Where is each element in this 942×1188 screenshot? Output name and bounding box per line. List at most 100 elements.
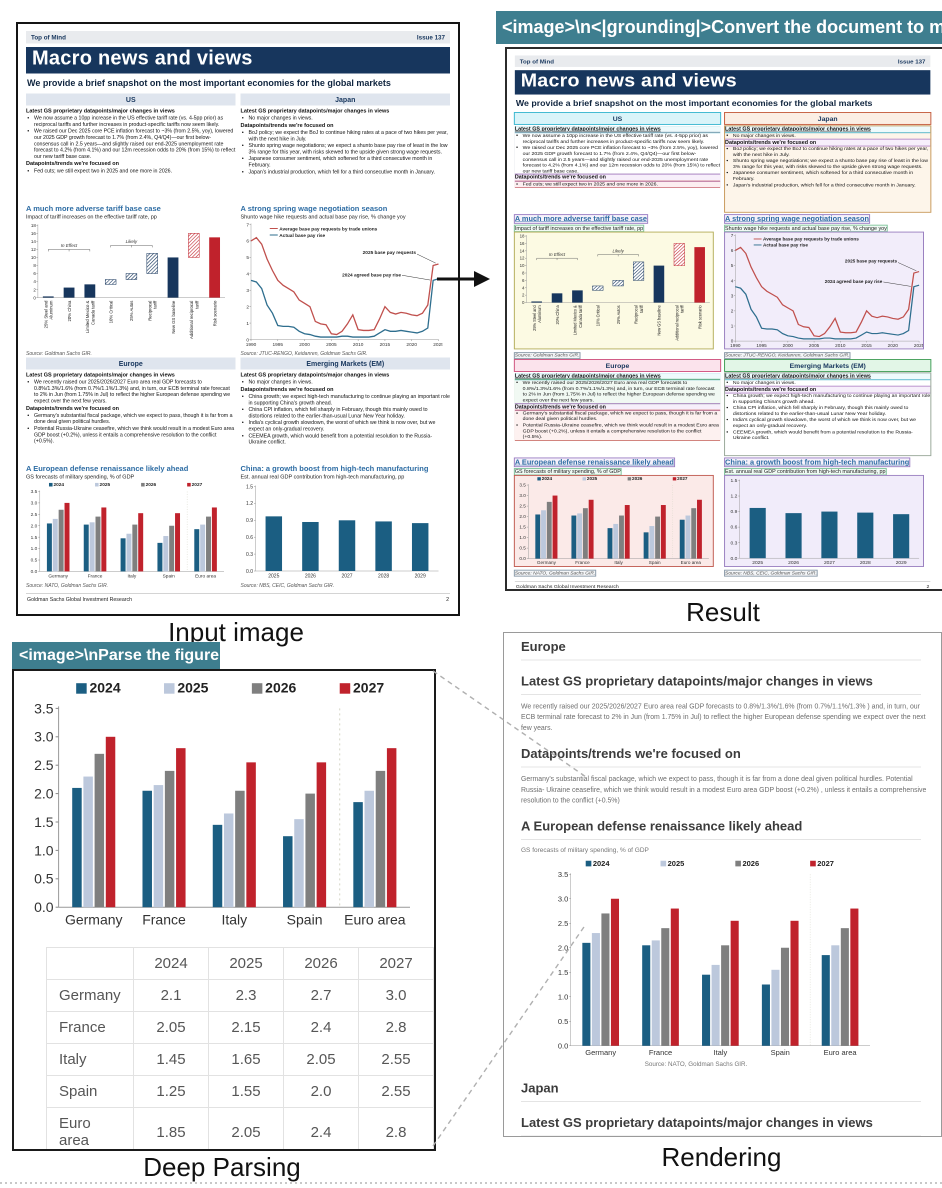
svg-text:1: 1 [246, 321, 249, 327]
chart-title: A much more adverse tariff base case [513, 214, 648, 224]
svg-text:2.5: 2.5 [34, 757, 54, 773]
chart-source: Source: NATO, Goldman Sachs GIR. [644, 1060, 748, 1068]
rendered-chart-defense: 0.0 0.5 1.0 1.5 2.0 2.5 3.0 3.5 2024 2025 2026 2027… [549, 859, 941, 1059]
rendered-markdown: Europe Latest GS proprietary datapoints/m… [504, 633, 941, 1136]
svg-text:3.0: 3.0 [519, 493, 526, 498]
svg-text:2028: 2028 [860, 560, 871, 566]
bullet-item: Fed cuts; we still expect two in 2025 an… [523, 181, 720, 187]
deep-parsing-panel: 0.0 0.5 1.0 1.5 2.0 2.5 3.0 3.5 2024 2025 2026 2027… [12, 669, 436, 1151]
chart-source: Source: NBS, CEIC, Goldman Sachs GIR. [240, 583, 335, 589]
markdown-heading: Europe [521, 639, 921, 661]
svg-text:2010: 2010 [353, 342, 364, 348]
chart-block-defense: A European defense renaissance likely ah… [26, 465, 236, 589]
svg-text:20% China: 20% China [555, 305, 560, 325]
svg-text:1.0: 1.0 [558, 993, 568, 1002]
table-cell: 2.4 [283, 1011, 359, 1044]
svg-text:2025: 2025 [177, 680, 208, 696]
datapoints-heading: Latest GS proprietary datapoints/major c… [26, 372, 175, 378]
datapoints-heading: Latest GS proprietary datapoints/major c… [514, 373, 721, 381]
svg-text:2026: 2026 [632, 476, 643, 481]
svg-text:2000: 2000 [299, 342, 310, 348]
table-cell: 2.3 [208, 979, 284, 1012]
svg-text:2015: 2015 [861, 343, 872, 348]
datapoints-heading: Latest GS proprietary datapoints/major c… [725, 373, 931, 381]
svg-text:Additional reciprocal: Additional reciprocal [189, 301, 194, 339]
markdown-paragraph: We recently raised our 2025/2026/2027 Eu… [521, 702, 926, 732]
masthead-issue: Issue 137 [897, 58, 926, 65]
svg-text:2027: 2027 [192, 482, 203, 488]
svg-text:2028: 2028 [378, 574, 389, 580]
result-caption: Result [686, 597, 760, 627]
svg-text:New GS baseline: New GS baseline [657, 305, 662, 336]
focus-heading: Datapoints/trends we're focused on [26, 405, 119, 412]
chart-subtitle: GS forecasts of military spending, % of … [513, 468, 622, 476]
svg-text:2025: 2025 [668, 859, 685, 868]
svg-text:14: 14 [31, 239, 37, 244]
doc-section-us: US Latest GS proprietary datapoints/major… [513, 112, 722, 360]
bullet-item: India's cyclical growth slowdown, the wo… [249, 420, 451, 433]
defense-spending-chart: 0.0 0.5 1.0 1.5 2.0 2.5 3.0 3.5 2024 2025 2026 2027… [31, 482, 224, 579]
svg-text:Average base pay requests by t: Average base pay requests by trade union… [279, 226, 377, 232]
markdown-heading: Japan [521, 1081, 921, 1103]
chart-source: Source: Goldman Sachs GIR. [513, 352, 581, 360]
svg-text:2026: 2026 [788, 560, 799, 566]
bullet-list: Fed cuts; we still expect two in 2025 an… [26, 168, 236, 174]
svg-text:3.0: 3.0 [34, 729, 54, 745]
markdown-paragraph: Germany's substantial fiscal package, wh… [521, 775, 927, 804]
chart-block-tariff: A much more adverse tariff base caseImpa… [513, 212, 720, 360]
svg-text:In Effect: In Effect [61, 243, 78, 248]
doc-footer: Goldman Sachs Global Investment Research… [514, 581, 931, 589]
svg-text:2027: 2027 [353, 680, 384, 696]
table-cell: 2.05 [208, 1107, 284, 1149]
markdown-heading: Latest GS proprietary datapoints/major c… [521, 674, 921, 695]
svg-text:10% Critical: 10% Critical [595, 305, 600, 326]
bullet-list: China growth; we expect high-tech manufa… [241, 393, 451, 445]
chart-source: Source: NATO, Goldman Sachs GIR. [26, 583, 109, 589]
svg-text:0.6: 0.6 [246, 535, 253, 541]
doc-section-em: Emerging Markets (EM) Latest GS proprieta… [240, 357, 451, 589]
bullet-list: BoJ policy; we expect the BoJ to continu… [725, 146, 930, 188]
svg-text:2010: 2010 [835, 343, 846, 348]
chart-area-defense: 0.0 0.5 1.0 1.5 2.0 2.5 3.0 3.5 2024 2025 2026 2027… [513, 474, 714, 567]
doc-grid: US Latest GS proprietary datapoints/major… [26, 93, 450, 589]
svg-text:2.0: 2.0 [31, 523, 38, 529]
svg-text:6: 6 [731, 248, 734, 253]
svg-text:Germany: Germany [48, 573, 68, 579]
svg-text:Limited Mexico &: Limited Mexico & [85, 300, 90, 333]
svg-text:5: 5 [246, 255, 249, 261]
svg-text:0.3: 0.3 [730, 540, 737, 546]
bullet-item: China CPI inflation, which fell sharply … [733, 405, 930, 417]
svg-text:2026: 2026 [265, 680, 296, 696]
svg-text:1.2: 1.2 [730, 494, 737, 500]
input-image-panel: Top of Mind Issue 137 Macro news and views… [16, 22, 460, 616]
footer-left: Goldman Sachs Global Investment Research [27, 596, 133, 603]
wage-negotiation-chart: 0 1 2 3 4 5 6 7 1990 1995 2000 2005 2010 2015 2020 2025… [246, 222, 444, 348]
svg-text:France: France [142, 912, 186, 928]
input-document: Top of Mind Issue 137 Macro news and views… [18, 24, 458, 610]
table-row: Euro area 1.85 2.05 2.4 2.8 [46, 1107, 434, 1149]
svg-text:4: 4 [731, 278, 734, 283]
svg-text:Germany: Germany [537, 560, 557, 565]
bullet-item: China growth; we expect high-tech manufa… [733, 393, 930, 405]
svg-text:20% China: 20% China [67, 300, 72, 321]
doc-section-europe: Europe Latest GS proprietary datapoints/m… [513, 359, 722, 577]
svg-text:1990: 1990 [730, 343, 741, 348]
svg-text:Actual base pay rise: Actual base pay rise [763, 243, 808, 248]
chart-area-china: 0.0 0.3 0.6 0.9 1.2 1.5 2025 2026 2027 2028 2029 [724, 474, 924, 567]
parsed-bar-chart: 0.0 0.5 1.0 1.5 2.0 2.5 3.0 3.5 2024 2025 2026 2027… [18, 679, 434, 931]
svg-text:12: 12 [520, 256, 526, 261]
svg-text:1.0: 1.0 [31, 546, 38, 552]
bullet-item: Japan's industrial production, which fel… [733, 182, 930, 188]
svg-text:2026: 2026 [305, 574, 316, 580]
section-header-em: Emerging Markets (EM) [240, 357, 450, 370]
chart-source: Source: JTUC-RENGO, Keidanren, Goldman S… [240, 351, 368, 357]
bullet-item: Fed cuts; we still expect two in 2025 an… [34, 168, 236, 174]
doc-section-japan: Japan Latest GS proprietary datapoints/ma… [724, 112, 932, 360]
svg-text:Risk scenario: Risk scenario [697, 305, 702, 329]
svg-text:2024: 2024 [593, 859, 611, 868]
svg-text:2025: 2025 [100, 482, 111, 488]
svg-text:2.5: 2.5 [31, 512, 38, 518]
table-cell: 2.8 [358, 1011, 434, 1044]
svg-text:1.5: 1.5 [246, 484, 253, 490]
